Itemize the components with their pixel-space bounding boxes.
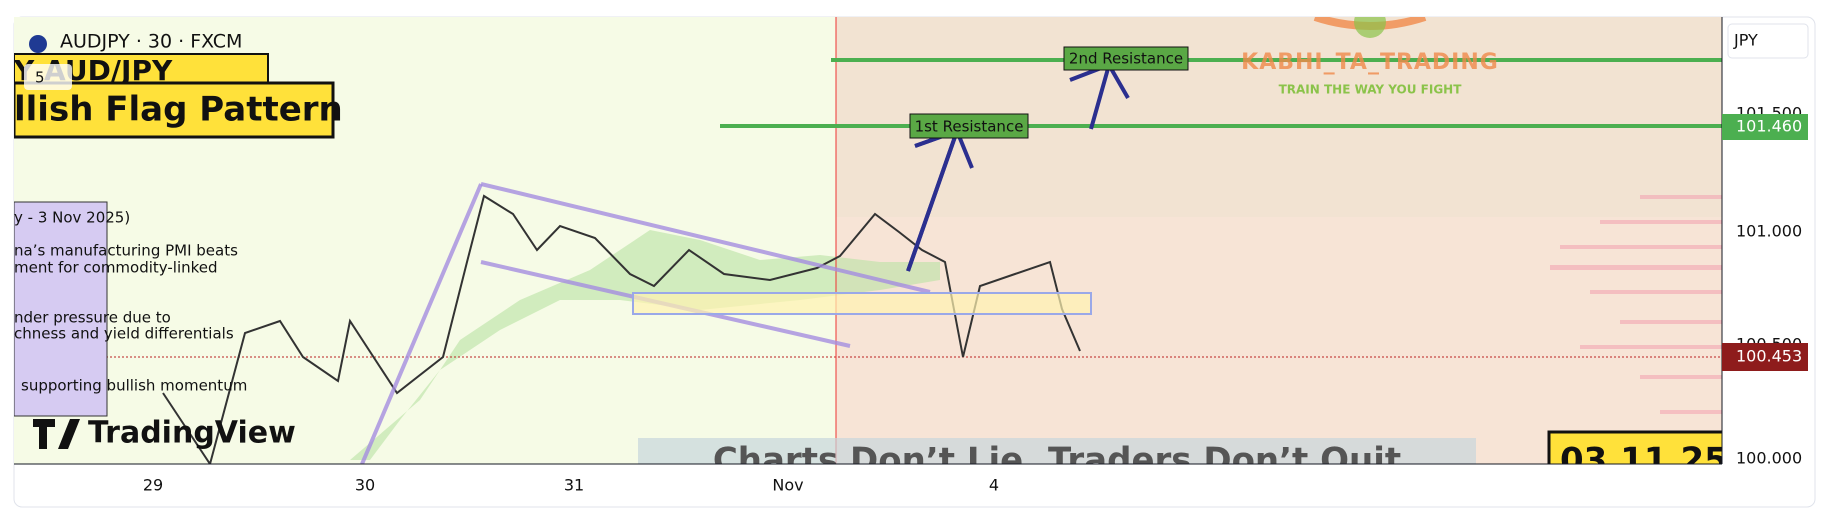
news-line: supporting bullish momentum bbox=[21, 377, 247, 395]
time-label: 30 bbox=[355, 476, 375, 495]
price-label: 100.000 bbox=[1736, 449, 1802, 468]
time-label: Nov bbox=[772, 476, 803, 495]
resistance-price: 101.460 bbox=[1736, 117, 1802, 136]
date-box-text: 03.11.25 bbox=[1560, 441, 1728, 481]
date-box bbox=[1547, 430, 1722, 464]
news-box bbox=[14, 201, 108, 417]
title: llish Flag Pattern bbox=[14, 90, 343, 130]
time-label: 29 bbox=[143, 476, 163, 495]
volume-profile bbox=[1550, 195, 1722, 414]
footer-banner-bg bbox=[638, 438, 1476, 464]
badge-bg[interactable] bbox=[24, 64, 72, 90]
resistance-2-label: 2nd Resistance bbox=[1069, 50, 1183, 68]
news-line: ment for commodity-linked bbox=[14, 259, 218, 277]
news-line: chness and yield differentials bbox=[14, 325, 234, 343]
flag-upper bbox=[480, 182, 931, 294]
watermark-name: KABHI_TA_TRADING bbox=[1241, 50, 1499, 75]
badge[interactable]: 5 bbox=[35, 69, 45, 87]
resistance-1-label: 1st Resistance bbox=[915, 118, 1024, 136]
symbol: AUDJPY · 30 · FXCM bbox=[60, 31, 242, 53]
flag-icon bbox=[29, 35, 47, 53]
news-line: nder pressure due to bbox=[14, 309, 171, 327]
resistance-price-bg bbox=[1722, 114, 1808, 140]
resistance-2-box bbox=[1063, 46, 1189, 71]
cloud bbox=[350, 230, 940, 460]
last-price: 100.453 bbox=[1736, 347, 1802, 366]
price-series bbox=[162, 194, 1081, 464]
logo-text: TradingView bbox=[88, 416, 296, 451]
title-box bbox=[14, 81, 335, 139]
news-line: y - 3 Nov 2025) bbox=[14, 209, 130, 227]
watermark-tagline: TRAIN THE WAY YOU FIGHT bbox=[1279, 83, 1463, 97]
footer-banner: Charts Don’t Lie, Traders Don’t Quit bbox=[713, 441, 1401, 481]
currency-button[interactable] bbox=[1727, 23, 1809, 59]
time-label: 31 bbox=[564, 476, 584, 495]
news-line: na’s manufacturing PMI beats bbox=[14, 242, 238, 260]
logo-icon bbox=[33, 419, 80, 449]
watermark-icon-circle bbox=[1354, 17, 1386, 38]
breakout-zone bbox=[632, 292, 1092, 315]
resistance-1-box bbox=[909, 113, 1029, 139]
time-label: 4 bbox=[989, 476, 999, 495]
price-label: 101.000 bbox=[1736, 222, 1802, 241]
chart-pane: 1st Resistance 2nd Resistance KABHI_TA_T… bbox=[14, 17, 1728, 481]
flag-pole bbox=[360, 183, 483, 464]
last-price-bg bbox=[1722, 343, 1808, 371]
currency[interactable]: JPY bbox=[1733, 31, 1758, 50]
